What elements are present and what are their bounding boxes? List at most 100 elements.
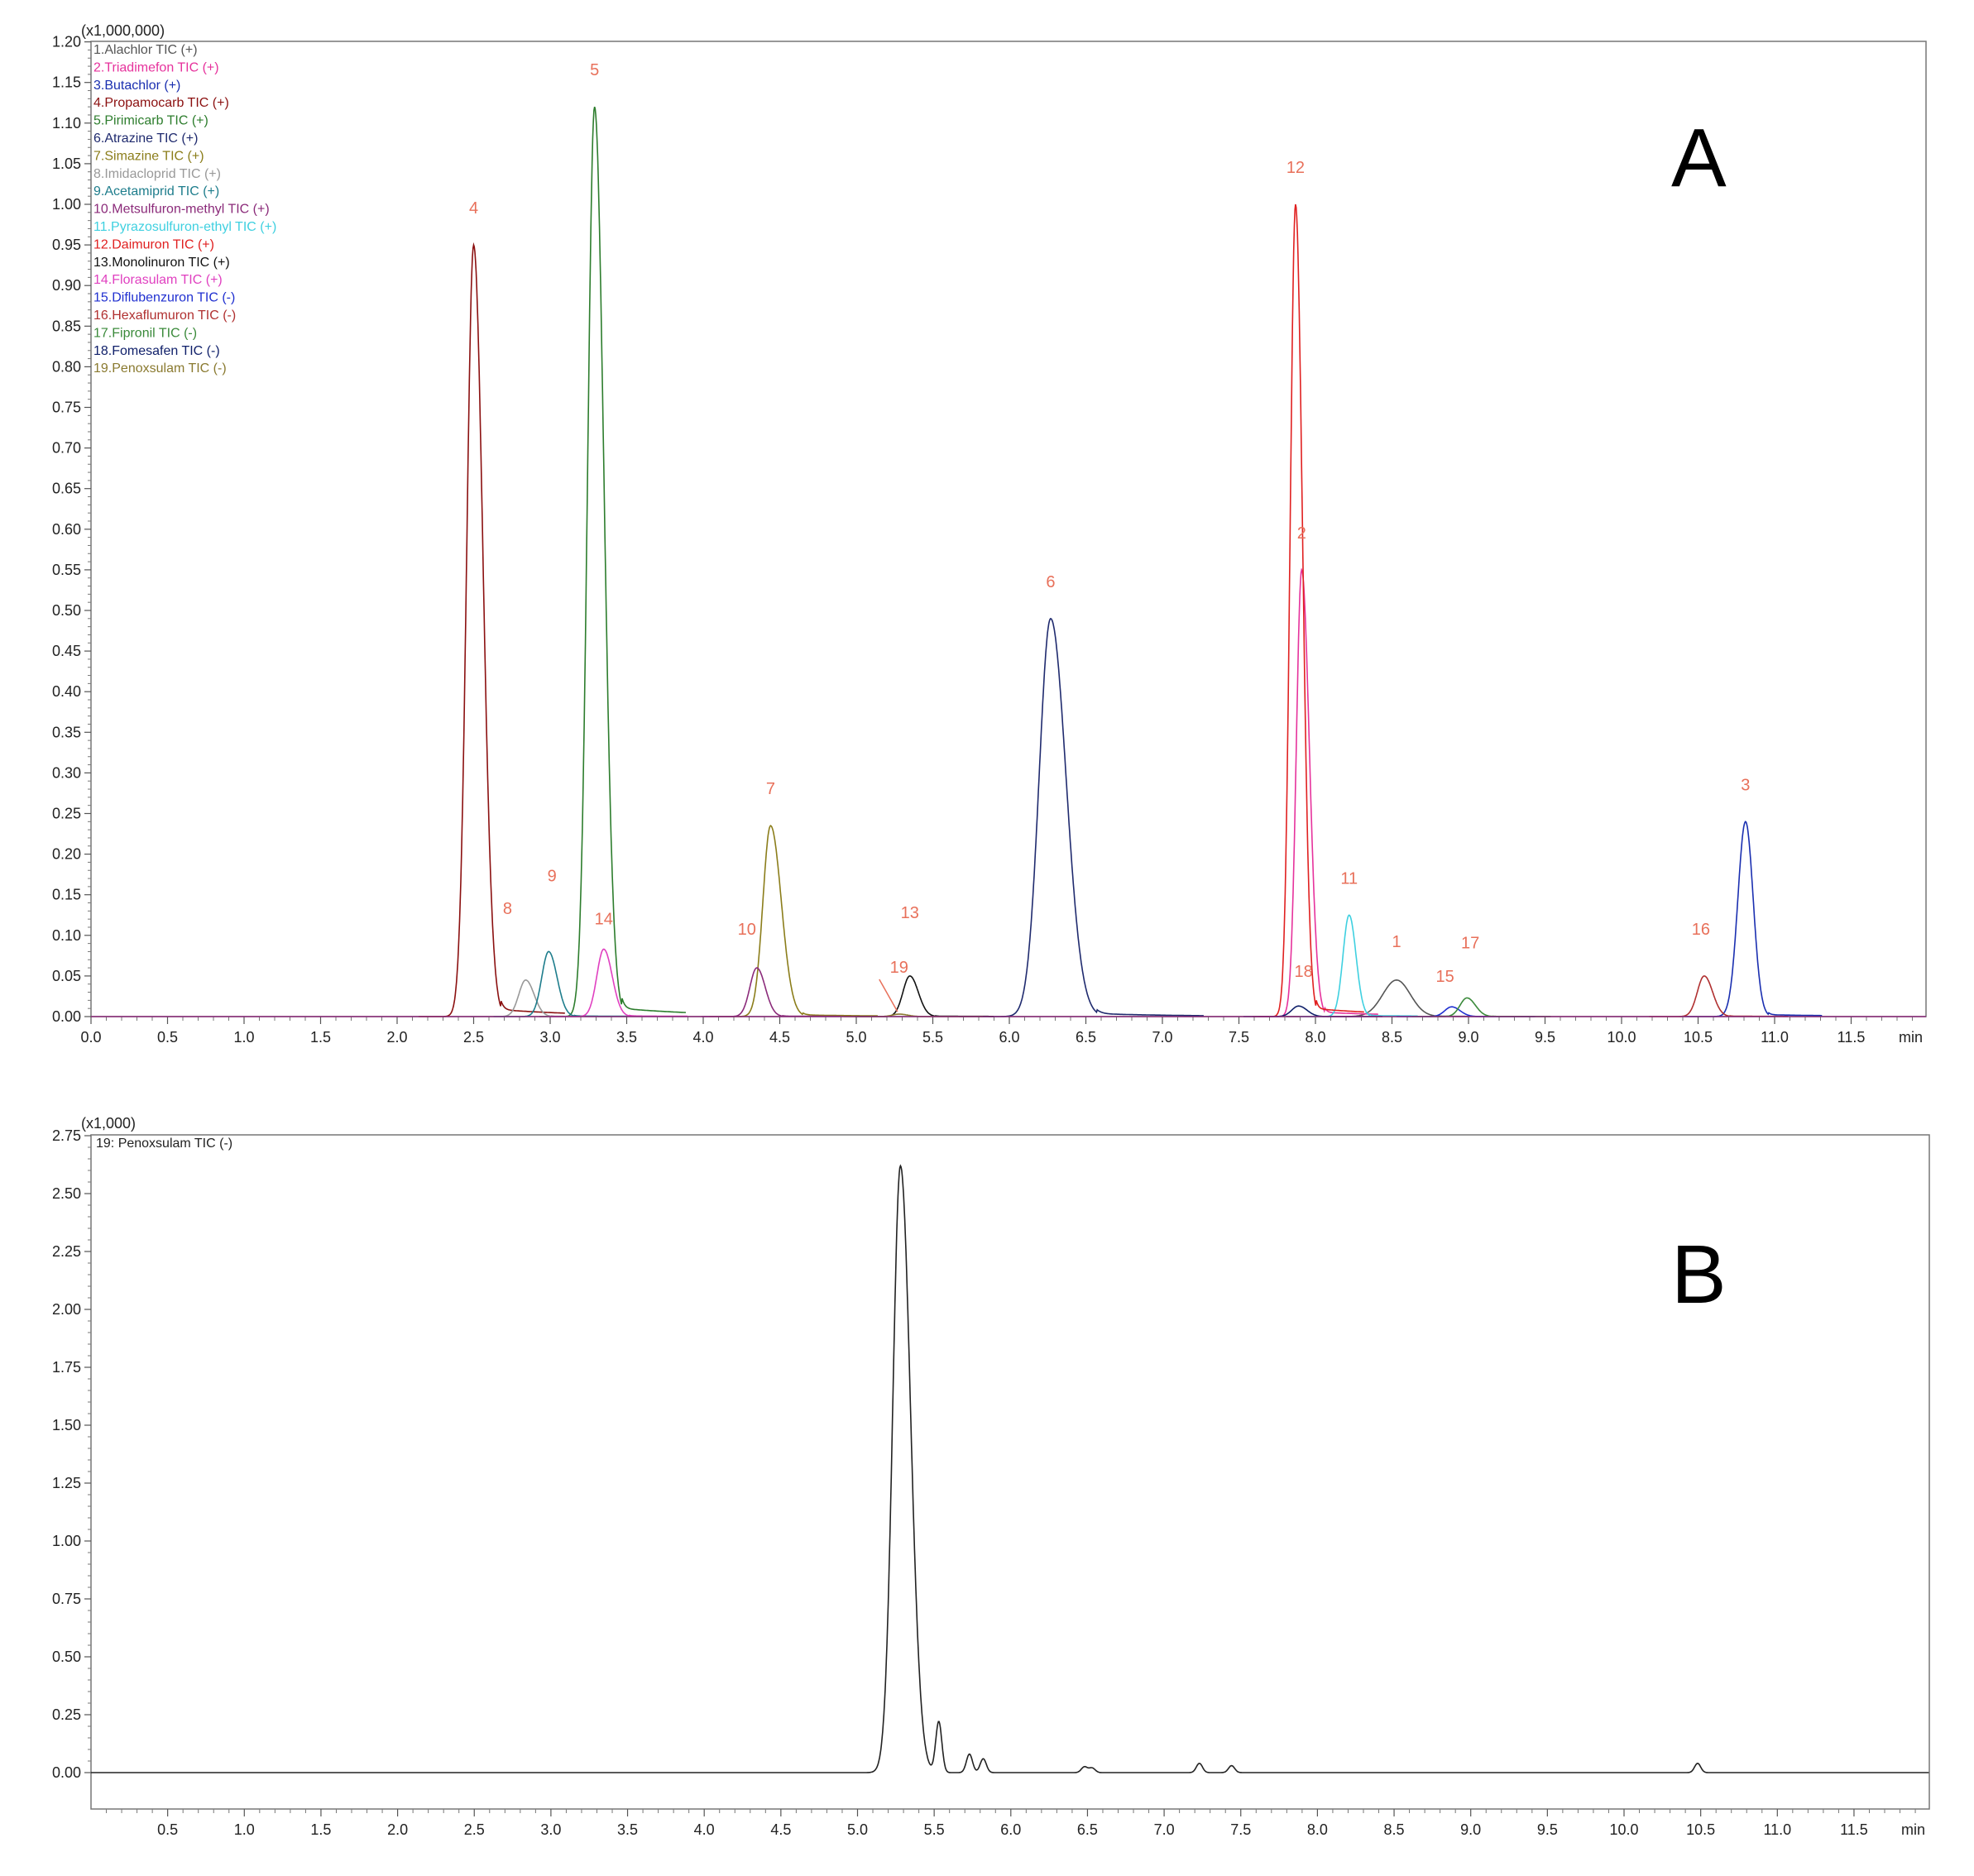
y-tick-label: 1.20 bbox=[52, 34, 81, 50]
peak-label-17: 17 bbox=[1461, 934, 1479, 952]
y-tick-label: 0.15 bbox=[52, 887, 81, 903]
panel-a-chromatogram: (x1,000,000) A min 0.000.050.100.150.200… bbox=[52, 22, 1927, 1046]
legend-entry: 1.Alachlor TIC (+) bbox=[93, 43, 198, 57]
y-tick-label: 0.10 bbox=[52, 927, 81, 944]
x-tick-label: 7.0 bbox=[1154, 1821, 1175, 1838]
legend-entry: 13.Monolinuron TIC (+) bbox=[93, 256, 230, 270]
legend-entry: 16.Hexaflumuron TIC (-) bbox=[93, 309, 236, 323]
x-tick-label: 11.0 bbox=[1761, 1029, 1789, 1046]
legend-entry: 17.Fipronil TIC (-) bbox=[93, 326, 197, 340]
x-tick-label: 10.0 bbox=[1607, 1029, 1636, 1046]
x-tick-label: 4.0 bbox=[694, 1821, 715, 1838]
legend-entry: 4.Propamocarb TIC (+) bbox=[93, 96, 229, 110]
y-tick-label: 0.90 bbox=[52, 277, 81, 294]
x-tick-label: 0.5 bbox=[157, 1821, 178, 1838]
legend-entry: 12.Daimuron TIC (+) bbox=[93, 237, 214, 251]
legend-entry: 19.Penoxsulam TIC (-) bbox=[93, 361, 227, 376]
x-tick-label: 8.0 bbox=[1305, 1029, 1325, 1046]
legend-entry: 19: Penoxsulam TIC (-) bbox=[96, 1137, 232, 1151]
x-tick-label: 2.5 bbox=[463, 1029, 484, 1046]
y-tick-label: 2.50 bbox=[52, 1185, 81, 1202]
y-tick-label: 0.20 bbox=[52, 846, 81, 863]
peak-label-8: 8 bbox=[503, 900, 512, 918]
legend-entry: 18.Fomesafen TIC (-) bbox=[93, 344, 220, 358]
panel-b-plot-frame bbox=[90, 1134, 1930, 1810]
x-tick-label: 4.0 bbox=[692, 1029, 713, 1046]
y-tick-label: 1.50 bbox=[52, 1417, 81, 1433]
y-tick-label: 0.00 bbox=[52, 1008, 81, 1025]
trace-peak-7 bbox=[709, 825, 878, 1017]
panel-b-legend: 19: Penoxsulam TIC (-) bbox=[96, 1137, 232, 1151]
panel-a-legend: 1.Alachlor TIC (+) 2.Triadimefon TIC (+) 3… bbox=[93, 43, 276, 376]
x-tick-label: 8.5 bbox=[1382, 1029, 1402, 1046]
x-tick-label: 9.5 bbox=[1537, 1821, 1558, 1838]
panel-a-y-axis: 0.00 0.05 0.10 0.15 0.20 0.25 0.30 0.35 0.40 0.45… bbox=[52, 34, 91, 1025]
panel-b-chromatogram: (x1,000) B min 0.00 0.25 0.50 0.75 1.00 1.25 1… bbox=[52, 1115, 1930, 1838]
peak-label-10: 10 bbox=[738, 921, 756, 939]
y-tick-label: 2.00 bbox=[52, 1301, 81, 1318]
trace-peak-16 bbox=[1649, 975, 1789, 1017]
y-tick-label: 0.55 bbox=[52, 562, 81, 578]
y-tick-label: 0.25 bbox=[52, 1706, 81, 1723]
x-tick-label: 1.5 bbox=[310, 1821, 331, 1838]
y-tick-label: 2.25 bbox=[52, 1243, 81, 1260]
x-tick-label: 4.5 bbox=[769, 1029, 790, 1046]
x-tick-label: 11.5 bbox=[1840, 1821, 1868, 1838]
y-tick-label: 1.10 bbox=[52, 115, 81, 132]
peak-label-2: 2 bbox=[1297, 524, 1306, 543]
x-tick-label: 3.0 bbox=[539, 1029, 560, 1046]
y-tick-label: 0.05 bbox=[52, 968, 81, 984]
peak-label-13: 13 bbox=[901, 904, 919, 922]
y-tick-label: 0.45 bbox=[52, 643, 81, 659]
panel-a-multiplier: (x1,000,000) bbox=[81, 22, 165, 39]
legend-entry: 15.Diflubenzuron TIC (-) bbox=[93, 291, 235, 305]
legend-entry: 14.Florasulam TIC (+) bbox=[93, 273, 223, 287]
peak-label-4: 4 bbox=[469, 199, 478, 218]
y-tick-label: 2.75 bbox=[52, 1127, 81, 1144]
y-tick-label: 0.60 bbox=[52, 521, 81, 538]
y-tick-label: 0.35 bbox=[52, 724, 81, 740]
y-tick-label: 1.25 bbox=[52, 1475, 81, 1491]
panel-a-x-axis: 0.0 0.5 1.0 1.5 2.0 2.5 3.0 3.5 4.0 4.5 5.0 5.5 6.0 6… bbox=[80, 1017, 1913, 1046]
trace-peak-1 bbox=[1286, 979, 1535, 1017]
trace-peak-12 bbox=[1253, 203, 1364, 1017]
legend-entry: 10.Metsulfuron-methyl TIC (+) bbox=[93, 203, 270, 217]
x-tick-label: 0.5 bbox=[157, 1029, 178, 1046]
x-tick-label: 6.0 bbox=[999, 1029, 1019, 1046]
x-tick-label: 1.5 bbox=[310, 1029, 331, 1046]
legend-entry: 9.Acetamiprid TIC (+) bbox=[93, 184, 219, 199]
x-tick-label: 5.5 bbox=[924, 1821, 945, 1838]
panel-b-x-unit: min bbox=[1901, 1821, 1925, 1838]
trace-peak-15 bbox=[1397, 1006, 1536, 1017]
trace-peak-10 bbox=[702, 967, 841, 1017]
trace-peak-3 bbox=[1684, 821, 1823, 1017]
peak-19-pointer bbox=[879, 979, 898, 1012]
x-tick-label: 9.5 bbox=[1535, 1029, 1555, 1046]
x-tick-label: 6.5 bbox=[1076, 1029, 1096, 1046]
trace-penoxsulam bbox=[91, 1164, 1929, 1773]
peak-label-7: 7 bbox=[766, 780, 775, 798]
y-tick-label: 0.80 bbox=[52, 358, 81, 375]
x-tick-label: 4.5 bbox=[770, 1821, 791, 1838]
legend-entry: 2.Triadimefon TIC (+) bbox=[93, 60, 219, 74]
y-tick-label: 0.50 bbox=[52, 602, 81, 619]
x-tick-label: 2.0 bbox=[387, 1821, 408, 1838]
peak-label-5: 5 bbox=[590, 61, 599, 79]
y-tick-label: 1.05 bbox=[52, 156, 81, 172]
x-tick-label: 3.0 bbox=[540, 1821, 561, 1838]
panel-b-letter: B bbox=[1671, 1228, 1727, 1321]
y-tick-label: 0.75 bbox=[52, 1591, 81, 1607]
x-tick-label: 2.0 bbox=[386, 1029, 407, 1046]
x-tick-label: 3.5 bbox=[616, 1029, 637, 1046]
trace-peak-6 bbox=[959, 617, 1204, 1017]
trace-peak-5 bbox=[539, 106, 686, 1017]
y-tick-label: 1.75 bbox=[52, 1359, 81, 1376]
x-tick-label: 9.0 bbox=[1460, 1821, 1481, 1838]
legend-entry: 8.Imidacloprid TIC (+) bbox=[93, 167, 221, 181]
trace-peak-4 bbox=[418, 242, 565, 1017]
x-tick-label: 1.0 bbox=[233, 1029, 254, 1046]
y-tick-label: 0.30 bbox=[52, 764, 81, 781]
peak-label-9: 9 bbox=[548, 867, 557, 885]
